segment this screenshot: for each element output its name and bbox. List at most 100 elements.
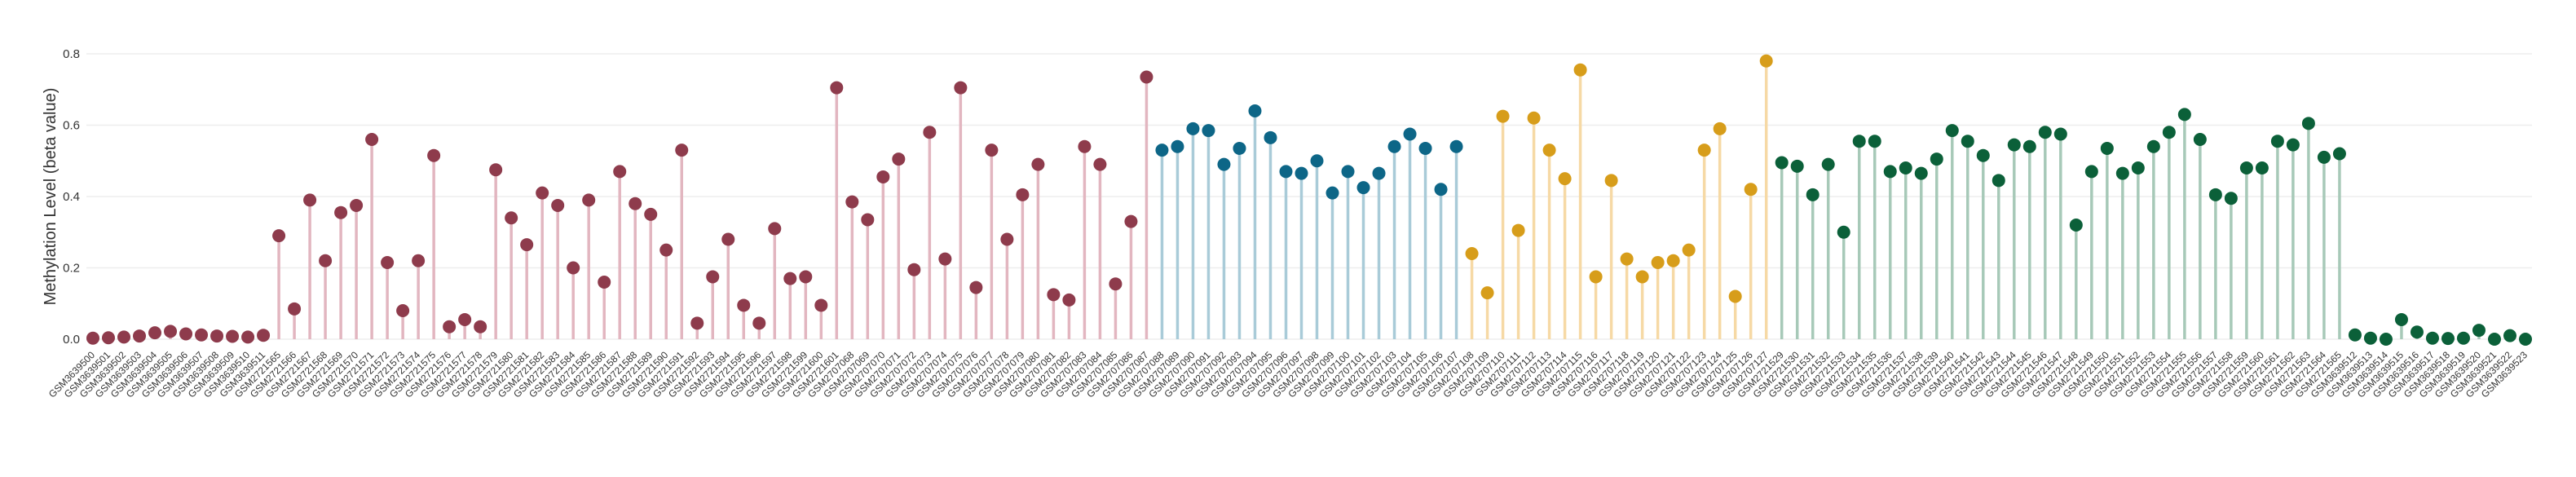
- lollipop-point: [1728, 289, 1742, 303]
- lollipop-point: [1821, 157, 1835, 171]
- lollipop-point: [2425, 331, 2439, 345]
- lollipop-point: [768, 222, 782, 236]
- lollipop-point: [102, 331, 116, 345]
- lollipop-point: [2519, 333, 2532, 346]
- lollipop-point: [1000, 232, 1014, 246]
- dot-layer: [86, 54, 2532, 346]
- lollipop-point: [2363, 331, 2377, 345]
- y-tick-label: 0.4: [63, 190, 80, 204]
- lollipop-point: [551, 198, 565, 212]
- lollipop-point: [179, 327, 193, 341]
- lollipop-point: [613, 165, 627, 179]
- lollipop-point: [598, 276, 611, 289]
- lollipop-point: [1837, 225, 1850, 239]
- lollipop-point: [1480, 286, 1494, 300]
- lollipop-point: [830, 81, 844, 95]
- lollipop-point: [629, 197, 642, 210]
- lollipop-point: [1465, 247, 1479, 260]
- y-tick-label: 0.0: [63, 333, 80, 347]
- lollipop-point: [2286, 138, 2300, 152]
- lollipop-point: [2239, 161, 2253, 174]
- lollipop-point: [210, 329, 224, 343]
- lollipop-point: [1713, 121, 1727, 135]
- lollipop-point: [1697, 144, 1711, 157]
- lollipop-point: [1666, 254, 1680, 267]
- lollipop-point: [2503, 329, 2516, 342]
- lollipop-point: [443, 320, 457, 333]
- lollipop-point: [365, 133, 379, 146]
- lollipop-point: [985, 144, 999, 157]
- lollipop-point: [1496, 109, 1510, 123]
- lollipop-point: [644, 207, 658, 221]
- lollipop-point: [1945, 124, 1959, 138]
- lollipop-point: [2255, 161, 2269, 174]
- stem-layer: [91, 60, 2512, 339]
- lollipop-point: [2472, 324, 2486, 338]
- lollipop-point: [675, 144, 689, 157]
- lollipop-point: [164, 325, 178, 338]
- lollipop-point: [1976, 148, 1990, 162]
- lollipop-point: [2193, 133, 2207, 146]
- lollipop-point: [1062, 293, 1076, 307]
- lollipop-point: [783, 272, 797, 285]
- lollipop-point: [1093, 157, 1107, 171]
- lollipop-point: [2456, 331, 2470, 345]
- lollipop-point: [334, 205, 348, 219]
- lollipop-point: [1140, 70, 1153, 84]
- lollipop-point: [1589, 270, 1603, 284]
- lollipop-point: [752, 316, 766, 330]
- lollipop-point: [148, 326, 162, 340]
- lollipop-point: [272, 229, 286, 243]
- lollipop-point: [1233, 141, 1246, 155]
- lollipop-point: [2410, 325, 2424, 339]
- lollipop-point: [2379, 333, 2393, 346]
- lollipop-point: [721, 232, 735, 246]
- lollipop-point: [1759, 54, 1773, 68]
- lollipop-point: [2301, 117, 2315, 130]
- lollipop-point: [799, 270, 813, 284]
- lollipop-point: [241, 330, 255, 344]
- lollipop-point: [536, 186, 549, 200]
- lollipop-point: [2162, 126, 2176, 139]
- lollipop-point: [1961, 135, 1974, 148]
- lollipop-point: [2022, 139, 2036, 153]
- lollipop-point: [474, 320, 487, 333]
- lollipop-point: [303, 193, 317, 207]
- lollipop-point: [567, 261, 580, 275]
- lollipop-point: [2224, 192, 2238, 205]
- lollipop-point: [1930, 152, 1943, 166]
- lollipop-point: [2069, 219, 2083, 232]
- lollipop-point: [2394, 312, 2408, 326]
- lollipop-point: [2332, 147, 2346, 161]
- lollipop-point: [1078, 139, 1092, 153]
- lollipop-point: [1744, 183, 1758, 197]
- lollipop-point: [1109, 277, 1123, 291]
- lollipop-point: [938, 252, 952, 266]
- lollipop-point: [1202, 124, 1215, 138]
- lollipop-point: [1387, 139, 1401, 153]
- lollipop-point: [2208, 188, 2222, 201]
- lollipop-point: [2270, 135, 2284, 148]
- lollipop-point: [1217, 157, 1231, 171]
- lollipop-point: [1279, 165, 1293, 179]
- lollipop-point: [1790, 159, 1804, 173]
- lollipop-point: [1186, 121, 1200, 135]
- lollipop-point: [876, 170, 890, 183]
- lollipop-point: [1124, 214, 1138, 228]
- lollipop-point: [706, 270, 720, 284]
- lollipop-point: [861, 213, 875, 227]
- lollipop-point: [1868, 135, 1881, 148]
- lollipop-point: [1047, 288, 1061, 302]
- lollipop-point: [1883, 165, 1897, 179]
- lollipop-point: [1264, 130, 1277, 144]
- lollipop-point: [412, 254, 426, 267]
- lollipop-point: [319, 254, 333, 267]
- lollipop-point: [2348, 328, 2362, 342]
- lollipop-point: [2146, 139, 2160, 153]
- lollipop-point: [1511, 223, 1525, 237]
- lollipop-point: [1434, 183, 1448, 197]
- lollipop-point: [489, 163, 503, 177]
- lollipop-point: [2084, 165, 2098, 179]
- lollipop-point: [1604, 174, 1618, 188]
